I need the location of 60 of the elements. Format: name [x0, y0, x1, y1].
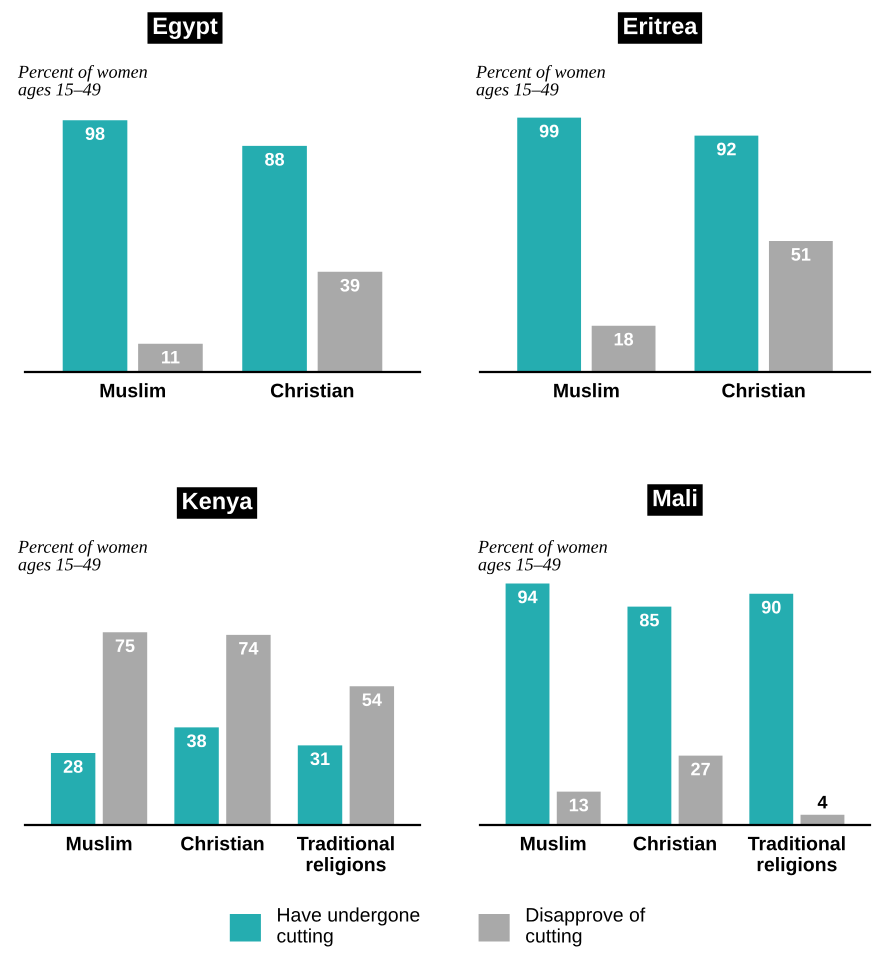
bar: [318, 272, 382, 372]
data-label: 11: [162, 350, 180, 364]
bar: [350, 686, 394, 825]
x-tick-label: Christian: [722, 383, 805, 398]
bar: [62, 120, 128, 372]
x-tick-label: Christian: [634, 836, 716, 850]
bar: [517, 118, 582, 372]
data-label: 31: [310, 752, 330, 766]
data-label: 75: [116, 640, 135, 652]
bar: [298, 745, 342, 825]
x-tick-label: Muslim: [554, 383, 619, 398]
data-label: 13: [570, 798, 588, 812]
chart-subtitle: Percent of women ages 15–49: [18, 540, 147, 574]
x-tick-label: Muslim: [100, 383, 166, 398]
data-label: 51: [791, 248, 810, 261]
chart-title: Eritrea: [624, 16, 698, 34]
data-label: 88: [265, 152, 284, 166]
chart-subtitle: Percent of women ages 15–49: [476, 65, 605, 100]
data-label: 27: [691, 762, 710, 776]
bar: [627, 606, 672, 825]
x-tick-label: Muslim: [66, 836, 132, 850]
x-tick-label: Traditional religions: [748, 836, 845, 876]
data-label: 92: [716, 142, 736, 156]
bar: [800, 814, 844, 825]
legend-label: Have undergone cutting: [277, 907, 420, 946]
data-label: 38: [186, 734, 206, 748]
data-label: 90: [762, 600, 781, 614]
bar: [556, 792, 601, 825]
bar: [174, 727, 219, 825]
x-tick-label: Christian: [270, 383, 354, 398]
bar: [592, 326, 656, 372]
data-label: 39: [340, 278, 360, 292]
x-tick-label: Christian: [181, 836, 264, 850]
chart-title: Kenya: [183, 492, 253, 514]
data-label: 99: [540, 124, 559, 138]
chart-subtitle: Percent of women ages 15–49: [478, 540, 607, 574]
bar: [506, 583, 550, 825]
bar: [226, 634, 271, 825]
data-label: 98: [86, 127, 105, 140]
bar: [749, 594, 794, 825]
chart-title: Egypt: [154, 18, 218, 40]
data-label: 28: [64, 760, 83, 773]
chart-title: Mali: [654, 488, 696, 506]
bar: [768, 240, 833, 372]
data-label: 54: [362, 693, 382, 706]
legend-label: Disapprove of cutting: [526, 907, 646, 946]
data-label: 74: [239, 642, 258, 654]
bar: [678, 756, 723, 825]
bar: [50, 753, 96, 825]
bar: [694, 136, 758, 372]
data-label: 18: [614, 332, 634, 346]
bar: [102, 632, 148, 825]
data-label: 85: [640, 614, 659, 626]
bar: [138, 344, 203, 372]
x-tick-label: Traditional religions: [297, 836, 394, 876]
chart-subtitle: Percent of women ages 15–49: [18, 65, 147, 100]
bar: [242, 146, 307, 372]
data-label: 94: [518, 590, 538, 604]
x-tick-label: Muslim: [520, 836, 586, 850]
data-label: 4: [818, 796, 828, 808]
